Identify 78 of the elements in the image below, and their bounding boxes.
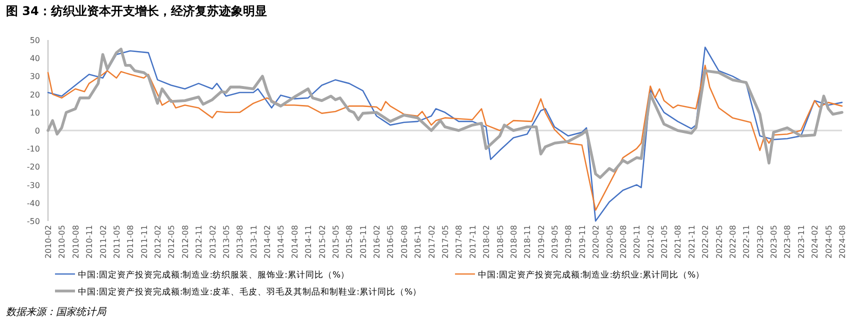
y-tick-label: 30 bbox=[30, 72, 40, 82]
x-tick-label: 2023-05 bbox=[770, 225, 779, 258]
source-note: 数据来源：国家统计局 bbox=[6, 306, 107, 318]
x-tick-label: 2010-02 bbox=[44, 225, 53, 258]
x-tick-label: 2017-05 bbox=[441, 225, 450, 258]
x-tick-label: 2011-05 bbox=[112, 225, 122, 258]
x-tick-label: 2013-11 bbox=[249, 225, 258, 258]
x-tick-label: 2016-02 bbox=[372, 225, 382, 258]
x-tick-label: 2012-05 bbox=[167, 225, 176, 258]
y-tick-label: -10 bbox=[26, 144, 40, 154]
x-tick-label: 2016-11 bbox=[414, 225, 423, 258]
legend-label: 中国:固定资产投资完成额:制造业:纺织业:累计同比（%） bbox=[478, 270, 705, 280]
y-tick-label: -40 bbox=[26, 198, 40, 208]
x-tick-label: 2023-02 bbox=[756, 225, 765, 258]
chart-title: 图 34：纺织业资本开支增长，经济复苏迹象明显 bbox=[6, 4, 267, 18]
x-tick-label: 2022-05 bbox=[714, 225, 724, 258]
y-tick-label: -20 bbox=[26, 162, 40, 172]
x-tick-label: 2013-02 bbox=[208, 225, 218, 258]
x-tick-label: 2020-02 bbox=[592, 225, 601, 258]
x-tick-label: 2020-11 bbox=[632, 225, 642, 258]
x-tick-label: 2024-08 bbox=[838, 225, 847, 258]
y-tick-label: 10 bbox=[30, 108, 40, 118]
x-tick-label: 2022-02 bbox=[701, 225, 710, 258]
x-tick-label: 2024-05 bbox=[824, 225, 834, 258]
x-tick-label: 2021-11 bbox=[687, 225, 696, 258]
y-tick-label: 20 bbox=[30, 90, 40, 100]
y-tick-label: 40 bbox=[30, 54, 40, 64]
line-series bbox=[47, 46, 843, 222]
x-tick-label: 2014-02 bbox=[263, 225, 272, 258]
x-tick-label: 2017-08 bbox=[454, 225, 464, 258]
x-tick-label: 2010-11 bbox=[85, 225, 94, 258]
x-tick-label: 2018-11 bbox=[523, 225, 532, 258]
x-tick-label: 2019-02 bbox=[536, 225, 546, 258]
line-series bbox=[46, 48, 844, 179]
x-tick-label: 2011-08 bbox=[126, 225, 136, 258]
legend-label: 中国:固定资产投资完成额:制造业:皮革、毛皮、羽毛及其制品和制鞋业:累计同比（%） bbox=[78, 286, 422, 298]
x-tick-label: 2017-11 bbox=[468, 225, 478, 258]
legend-label: 中国:固定资产投资完成额:制造业:纺织服装、服饰业:累计同比（%） bbox=[78, 270, 350, 280]
y-tick-label: -30 bbox=[26, 180, 40, 190]
x-tick-label: 2015-08 bbox=[345, 225, 354, 258]
x-tick-label: 2012-08 bbox=[180, 225, 190, 258]
x-tick-label: 2011-02 bbox=[98, 225, 108, 258]
x-tick-label: 2013-05 bbox=[222, 225, 231, 258]
line-series bbox=[47, 64, 843, 211]
x-tick-label: 2019-08 bbox=[564, 225, 574, 258]
x-tick-label: 2020-08 bbox=[618, 225, 628, 258]
x-tick-label: 2018-08 bbox=[509, 225, 518, 258]
x-tick-label: 2024-02 bbox=[810, 225, 820, 258]
x-tick-label: 2022-08 bbox=[728, 225, 738, 258]
x-tick-label: 2020-05 bbox=[605, 225, 614, 258]
y-tick-label: 50 bbox=[30, 36, 40, 45]
x-tick-label: 2018-05 bbox=[496, 225, 505, 258]
x-tick-label: 2016-08 bbox=[400, 225, 409, 258]
x-tick-label: 2012-02 bbox=[154, 225, 163, 258]
x-tick-label: 2019-05 bbox=[550, 225, 560, 258]
x-tick-label: 2018-02 bbox=[482, 225, 492, 258]
y-tick-label: -50 bbox=[26, 217, 40, 226]
x-tick-label: 2016-05 bbox=[386, 225, 396, 258]
x-tick-label: 2014-05 bbox=[276, 225, 286, 258]
x-tick-label: 2023-11 bbox=[796, 225, 806, 258]
x-tick-label: 2013-08 bbox=[236, 225, 245, 258]
x-tick-label: 2022-11 bbox=[742, 225, 752, 258]
x-tick-label: 2019-11 bbox=[578, 225, 587, 258]
y-tick-label: 0 bbox=[34, 126, 40, 136]
x-tick-label: 2012-11 bbox=[194, 225, 204, 258]
x-tick-label: 2021-05 bbox=[660, 225, 670, 258]
x-tick-label: 2021-02 bbox=[646, 225, 656, 258]
x-tick-label: 2010-05 bbox=[58, 225, 67, 258]
x-tick-label: 2015-02 bbox=[318, 225, 327, 258]
x-tick-label: 2017-02 bbox=[427, 225, 436, 258]
x-tick-label: 2023-08 bbox=[783, 225, 792, 258]
x-tick-label: 2011-11 bbox=[140, 225, 149, 258]
x-tick-label: 2010-08 bbox=[71, 225, 80, 258]
x-tick-label: 2015-11 bbox=[358, 225, 368, 258]
x-tick-label: 2014-08 bbox=[290, 225, 300, 258]
x-tick-label: 2015-05 bbox=[331, 225, 340, 258]
x-tick-label: 2014-11 bbox=[304, 225, 314, 258]
x-tick-label: 2021-08 bbox=[674, 225, 683, 258]
